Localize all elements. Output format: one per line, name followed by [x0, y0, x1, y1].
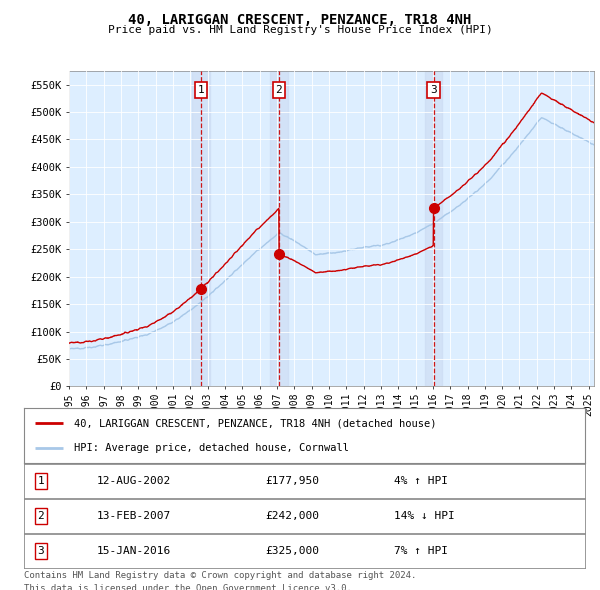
Text: £325,000: £325,000	[265, 546, 319, 556]
Bar	[271, 71, 287, 386]
Text: 1: 1	[197, 85, 204, 95]
Text: 2: 2	[37, 511, 44, 521]
Text: 13-FEB-2007: 13-FEB-2007	[97, 511, 171, 521]
Text: 2: 2	[275, 85, 283, 95]
Text: 3: 3	[430, 85, 437, 95]
Bar	[192, 71, 209, 386]
Text: This data is licensed under the Open Government Licence v3.0.: This data is licensed under the Open Gov…	[24, 584, 352, 590]
Text: 40, LARIGGAN CRESCENT, PENZANCE, TR18 4NH: 40, LARIGGAN CRESCENT, PENZANCE, TR18 4N…	[128, 13, 472, 27]
Text: HPI: Average price, detached house, Cornwall: HPI: Average price, detached house, Corn…	[74, 443, 349, 453]
Text: 3: 3	[37, 546, 44, 556]
Text: £177,950: £177,950	[265, 476, 319, 486]
Text: 14% ↓ HPI: 14% ↓ HPI	[394, 511, 455, 521]
Text: 7% ↑ HPI: 7% ↑ HPI	[394, 546, 448, 556]
Text: Price paid vs. HM Land Registry's House Price Index (HPI): Price paid vs. HM Land Registry's House …	[107, 25, 493, 35]
Text: 1: 1	[37, 476, 44, 486]
Text: 40, LARIGGAN CRESCENT, PENZANCE, TR18 4NH (detached house): 40, LARIGGAN CRESCENT, PENZANCE, TR18 4N…	[74, 418, 437, 428]
Text: 12-AUG-2002: 12-AUG-2002	[97, 476, 171, 486]
Bar	[425, 71, 442, 386]
Text: 15-JAN-2016: 15-JAN-2016	[97, 546, 171, 556]
Text: 4% ↑ HPI: 4% ↑ HPI	[394, 476, 448, 486]
Text: Contains HM Land Registry data © Crown copyright and database right 2024.: Contains HM Land Registry data © Crown c…	[24, 571, 416, 579]
Text: £242,000: £242,000	[265, 511, 319, 521]
